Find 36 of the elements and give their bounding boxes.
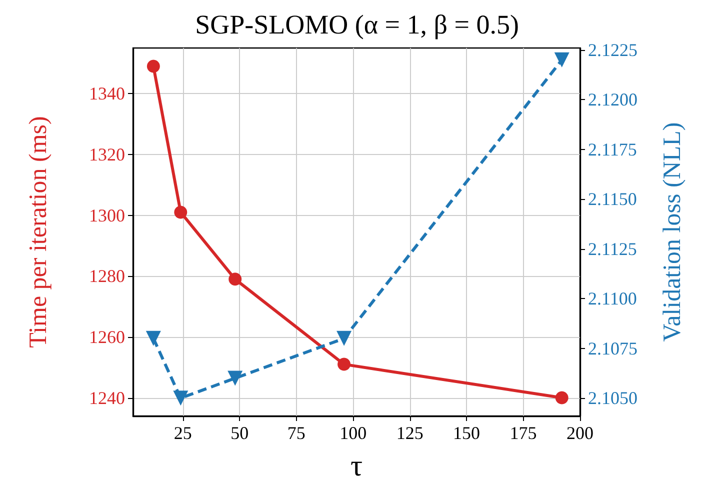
x-tick-label: 200: [566, 423, 594, 443]
y-tick-label: 1340: [89, 84, 125, 104]
x-tick-label: 25: [174, 423, 192, 443]
x-tick-label: 175: [510, 423, 537, 443]
y2-tick-label: 2.1050: [588, 388, 638, 408]
y-tick-label: 1260: [89, 326, 125, 347]
point: [174, 206, 188, 219]
x-tick-label: 100: [340, 423, 367, 443]
y2-tick-label: 2.1125: [588, 238, 637, 259]
y2-tick-label: 2.1225: [588, 40, 638, 60]
y-tick-label: 1300: [89, 205, 125, 226]
y-tick-label: 1320: [89, 144, 125, 164]
y2-tick-label: 2.1075: [588, 338, 638, 358]
point: [228, 370, 243, 386]
x-tick-label: 150: [453, 423, 480, 443]
point: [554, 52, 570, 68]
point: [228, 272, 242, 286]
x-tick-label: 75: [287, 423, 306, 443]
y-tick-label: 1280: [89, 266, 125, 286]
chart-title: SGP-SLOMO (α = 1, β = 0.5): [195, 10, 519, 40]
y2-tick-label: 2.1150: [588, 189, 637, 210]
y-axis-title: Time per iteration (ms): [25, 116, 52, 348]
x-tick-label: 50: [230, 423, 249, 443]
x-tick-label: 125: [396, 423, 424, 443]
y2-tick-label: 2.1100: [588, 288, 637, 309]
point: [173, 390, 188, 406]
point: [146, 330, 161, 346]
point: [336, 330, 352, 346]
point: [338, 358, 351, 371]
y2-tick-label: 2.1200: [588, 90, 638, 110]
y2-axis-title: Validation loss (NLL): [659, 122, 686, 342]
y-tick-label: 1240: [89, 388, 125, 408]
point: [555, 391, 568, 404]
y2-tick-label: 2.1175: [588, 139, 637, 160]
x-axis-title: τ: [350, 450, 363, 482]
point: [146, 60, 160, 73]
